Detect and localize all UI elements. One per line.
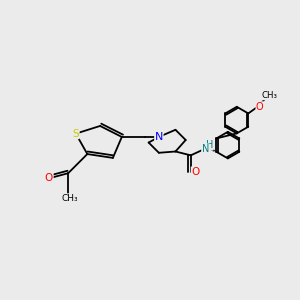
Text: N: N [155,132,163,142]
Text: CH₃: CH₃ [261,91,277,100]
Text: S: S [73,129,79,139]
Text: H: H [206,140,213,150]
Text: O: O [191,167,200,177]
Text: N: N [202,144,209,154]
Text: O: O [256,102,264,112]
Text: CH₃: CH₃ [61,194,78,203]
Text: O: O [45,173,53,183]
